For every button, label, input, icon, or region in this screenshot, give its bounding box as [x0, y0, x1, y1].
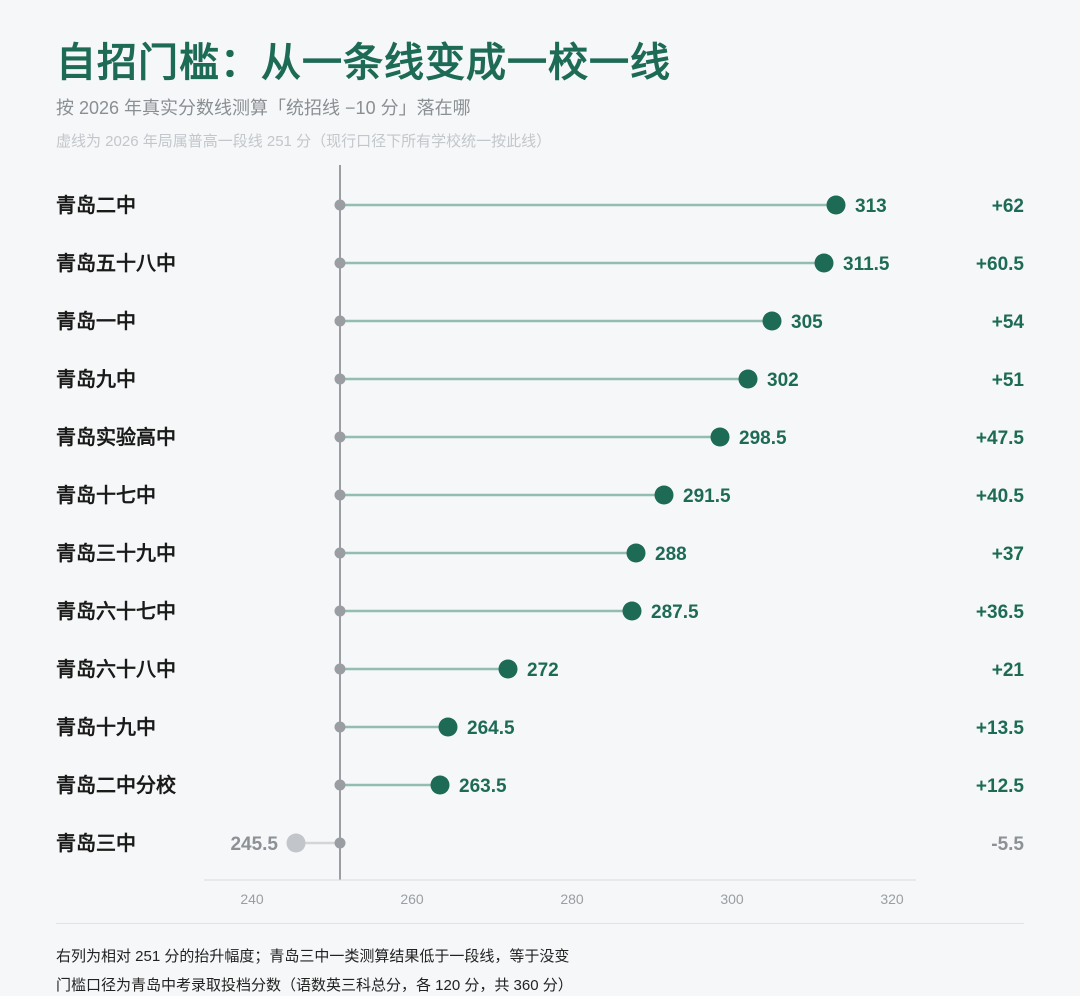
delta-label: +13.5: [976, 718, 1025, 739]
footer-note-2: 门槛口径为青岛中考录取投档分数（语数英三科总分，各 120 分，共 360 分）: [56, 977, 573, 994]
baseline-marker: [334, 605, 346, 617]
value-label: 245.5: [230, 834, 278, 855]
value-label: 298.5: [739, 428, 787, 449]
delta-label: +21: [992, 660, 1025, 681]
x-tick-label: 240: [240, 891, 264, 907]
category-label: 青岛十七中: [56, 483, 156, 507]
delta-label: +60.5: [976, 254, 1025, 275]
value-label: 305: [791, 312, 823, 333]
delta-label: +36.5: [976, 602, 1025, 623]
value-dot: [738, 369, 758, 389]
x-tick-label: 320: [880, 891, 904, 907]
value-label: 288: [655, 544, 687, 565]
category-label: 青岛五十八中: [56, 251, 176, 275]
chart-title: 自招门槛：从一条线变成一校一线: [56, 41, 671, 85]
category-label: 青岛六十八中: [56, 657, 176, 681]
delta-label: +62: [992, 196, 1024, 217]
x-tick-label: 300: [720, 891, 744, 907]
value-label: 302: [767, 370, 799, 391]
value-label: 272: [527, 660, 559, 681]
value-dot: [814, 253, 834, 273]
category-label: 青岛十九中: [56, 715, 156, 739]
value-label: 264.5: [467, 718, 515, 739]
value-dot: [762, 311, 782, 331]
value-label: 291.5: [683, 486, 731, 507]
baseline-marker: [334, 373, 346, 385]
delta-label: +51: [992, 370, 1025, 391]
baseline-marker: [334, 431, 346, 443]
category-label: 青岛三十九中: [56, 541, 176, 565]
chart-subtitle: 按 2026 年真实分数线测算「统招线 −10 分」落在哪: [56, 98, 471, 118]
delta-label: +40.5: [976, 486, 1025, 507]
baseline-marker: [334, 547, 346, 559]
lollipop-chart: 240 260 280 300 320 青岛二中 313 +62 青岛五十八中 311.5 +60.…: [56, 165, 1025, 907]
delta-label: +47.5: [976, 428, 1025, 449]
delta-label: +12.5: [976, 776, 1025, 797]
value-dot: [654, 485, 674, 505]
delta-label: +54: [992, 312, 1025, 333]
baseline-marker: [334, 779, 346, 791]
delta-label: -5.5: [991, 834, 1024, 855]
value-label: 287.5: [651, 602, 699, 623]
value-dot: [826, 195, 846, 215]
x-tick-label: 260: [400, 891, 424, 907]
baseline-marker: [334, 721, 346, 733]
value-dot: [626, 543, 646, 563]
value-label: 263.5: [459, 776, 507, 797]
category-label: 青岛二中: [56, 193, 136, 217]
value-dot: [622, 601, 642, 621]
category-label: 青岛二中分校: [56, 773, 177, 797]
baseline-note: 虚线为 2026 年局属普高一段线 251 分（现行口径下所有学校统一按此线）: [56, 133, 552, 150]
x-tick-label: 280: [560, 891, 584, 907]
category-label: 青岛一中: [56, 309, 136, 333]
footer-divider: [56, 923, 1024, 924]
baseline-marker: [334, 663, 346, 675]
baseline-marker: [334, 257, 346, 269]
category-label: 青岛三中: [56, 831, 136, 855]
value-dot: [286, 833, 306, 853]
value-dot: [430, 775, 450, 795]
value-dot: [438, 717, 458, 737]
value-label: 313: [855, 196, 887, 217]
baseline-marker: [334, 199, 346, 211]
baseline-marker: [334, 837, 346, 849]
value-label: 311.5: [843, 254, 890, 275]
footer-note-1: 右列为相对 251 分的抬升幅度；青岛三中一类测算结果低于一段线，等于没变: [56, 948, 570, 965]
value-dot: [498, 659, 518, 679]
baseline-marker: [334, 315, 346, 327]
value-dot: [710, 427, 730, 447]
baseline-marker: [334, 489, 346, 501]
category-label: 青岛六十七中: [56, 599, 176, 623]
category-label: 青岛实验高中: [56, 425, 176, 449]
category-label: 青岛九中: [56, 367, 136, 391]
delta-label: +37: [992, 544, 1024, 565]
